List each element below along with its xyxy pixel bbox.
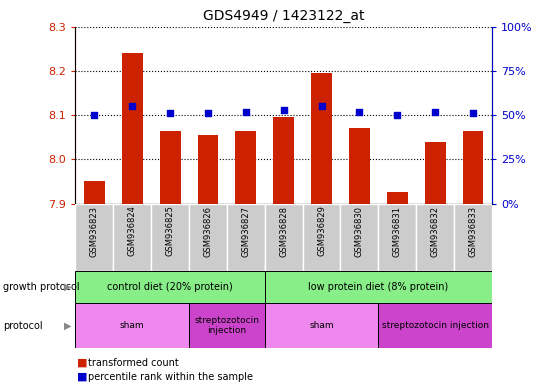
Bar <box>378 303 492 348</box>
Bar <box>311 73 332 204</box>
Bar <box>84 182 105 204</box>
Bar <box>122 53 143 204</box>
Bar <box>425 142 446 204</box>
Bar <box>113 204 151 271</box>
Bar <box>197 135 219 204</box>
Bar <box>160 131 181 204</box>
Bar <box>454 204 492 271</box>
Text: control diet (20% protein): control diet (20% protein) <box>107 282 233 292</box>
Point <box>241 109 250 115</box>
Bar <box>387 192 408 204</box>
Text: percentile rank within the sample: percentile rank within the sample <box>88 372 253 382</box>
Text: protocol: protocol <box>3 321 42 331</box>
Text: GSM936830: GSM936830 <box>355 205 364 257</box>
Bar <box>265 204 302 271</box>
Bar <box>189 204 227 271</box>
Text: GSM936833: GSM936833 <box>468 205 477 257</box>
Text: ■: ■ <box>77 358 88 368</box>
Bar <box>151 204 189 271</box>
Point <box>393 112 402 118</box>
Bar <box>273 118 294 204</box>
Bar <box>416 204 454 271</box>
Text: streptozotocin injection: streptozotocin injection <box>382 321 489 330</box>
Bar <box>378 204 416 271</box>
Bar <box>302 204 340 271</box>
Text: sham: sham <box>120 321 145 330</box>
Text: GSM936832: GSM936832 <box>430 205 439 257</box>
Bar <box>189 303 265 348</box>
Point <box>468 110 477 116</box>
Bar <box>75 303 189 348</box>
Text: ■: ■ <box>77 372 88 382</box>
Bar <box>75 271 265 303</box>
Text: streptozotocin
injection: streptozotocin injection <box>195 316 259 335</box>
Bar <box>340 204 378 271</box>
Text: ▶: ▶ <box>64 282 72 292</box>
Text: transformed count: transformed count <box>88 358 179 368</box>
Point <box>317 103 326 109</box>
Text: GSM936826: GSM936826 <box>203 205 212 257</box>
Bar <box>235 131 256 204</box>
Bar <box>265 303 378 348</box>
Bar <box>265 271 492 303</box>
Text: GSM936824: GSM936824 <box>128 205 137 257</box>
Text: ▶: ▶ <box>64 321 72 331</box>
Point <box>165 110 174 116</box>
Text: GSM936823: GSM936823 <box>90 205 99 257</box>
Text: GSM936825: GSM936825 <box>165 205 174 257</box>
Bar <box>349 129 370 204</box>
Bar <box>227 204 265 271</box>
Text: GSM936831: GSM936831 <box>393 205 402 257</box>
Bar <box>75 204 113 271</box>
Point <box>203 110 212 116</box>
Text: GSM936828: GSM936828 <box>279 205 288 257</box>
Text: GSM936827: GSM936827 <box>241 205 250 257</box>
Point <box>280 107 288 113</box>
Point <box>355 109 364 115</box>
Bar <box>463 131 484 204</box>
Point <box>430 109 439 115</box>
Point <box>128 103 137 109</box>
Text: GSM936829: GSM936829 <box>317 205 326 257</box>
Text: sham: sham <box>309 321 334 330</box>
Title: GDS4949 / 1423122_at: GDS4949 / 1423122_at <box>203 9 364 23</box>
Text: growth protocol: growth protocol <box>3 282 79 292</box>
Point <box>90 112 99 118</box>
Text: low protein diet (8% protein): low protein diet (8% protein) <box>308 282 448 292</box>
